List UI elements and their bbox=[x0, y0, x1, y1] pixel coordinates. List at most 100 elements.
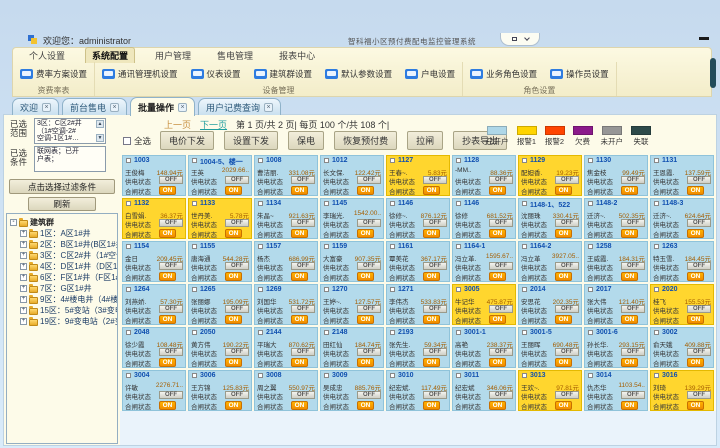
ribbon-button-0-0[interactable]: 费率方案设置 bbox=[18, 66, 89, 82]
supply-off-button[interactable]: OFF bbox=[621, 176, 645, 184]
select-all[interactable]: 全选 bbox=[123, 135, 151, 147]
card-checkbox[interactable] bbox=[258, 158, 263, 163]
expand-icon[interactable]: + bbox=[20, 263, 27, 270]
supply-off-button[interactable]: OFF bbox=[225, 219, 249, 227]
card-checkbox[interactable] bbox=[324, 330, 329, 335]
switch-on-button[interactable]: ON bbox=[357, 272, 374, 281]
restore-icon[interactable] bbox=[511, 37, 517, 41]
supply-off-button[interactable]: OFF bbox=[423, 262, 447, 270]
card-checkbox[interactable] bbox=[390, 373, 395, 378]
card-checkbox[interactable] bbox=[192, 287, 197, 292]
switch-on-button[interactable]: ON bbox=[687, 358, 704, 367]
card-checkbox[interactable] bbox=[456, 244, 461, 249]
filter-condition-button[interactable]: 点击选择过滤条件 bbox=[9, 179, 115, 194]
expand-icon[interactable]: + bbox=[20, 274, 27, 281]
supply-off-button[interactable]: OFF bbox=[291, 219, 315, 227]
tab-2[interactable]: 批量操作 × bbox=[130, 97, 196, 116]
card-checkbox[interactable] bbox=[258, 244, 263, 249]
card-checkbox[interactable] bbox=[390, 244, 395, 249]
supply-off-button[interactable]: OFF bbox=[621, 219, 645, 227]
switch-on-button[interactable]: ON bbox=[555, 186, 572, 195]
switch-on-button[interactable]: ON bbox=[687, 229, 704, 238]
collapse-icon[interactable]: - bbox=[10, 219, 17, 226]
menu-item-1[interactable]: 系统配置 bbox=[85, 47, 136, 63]
switch-on-button[interactable]: ON bbox=[357, 401, 374, 410]
expand-icon[interactable]: + bbox=[20, 230, 27, 237]
supply-off-button[interactable]: OFF bbox=[687, 391, 711, 399]
tree-item-7[interactable]: +15区：5#变站（3#变电 bbox=[7, 305, 117, 316]
menu-item-0[interactable]: 个人设置 bbox=[29, 50, 66, 61]
switch-on-button[interactable]: ON bbox=[291, 186, 308, 195]
meter-card-1129[interactable]: 1129 配妲香. 19.23元 供电状态 OFF 合闸状态 ON bbox=[518, 155, 582, 196]
meter-card-1264[interactable]: 1264 刘燕娇. 57.30元 供电状态 OFF 合闸状态 ON bbox=[122, 284, 186, 325]
meter-card-3009[interactable]: 3009 吴成忠 885.76元 供电状态 OFF 合闸状态 ON bbox=[320, 370, 384, 411]
supply-off-button[interactable]: OFF bbox=[357, 176, 381, 184]
meter-card-1128[interactable]: 1128 -MM.. 88.36元 供电状态 OFF 合闸状态 ON bbox=[452, 155, 516, 196]
switch-on-button[interactable]: ON bbox=[225, 401, 242, 410]
tab-0[interactable]: 欢迎 × bbox=[12, 98, 60, 115]
switch-on-button[interactable]: ON bbox=[687, 186, 704, 195]
meter-card-3005[interactable]: 3005 牛记华 475.87元 供电状态 OFF 合闸状态 ON bbox=[452, 284, 516, 325]
card-checkbox[interactable] bbox=[258, 287, 263, 292]
tab-1[interactable]: 前台售电 × bbox=[62, 98, 128, 115]
prev-page-link[interactable]: 上一页 bbox=[164, 120, 192, 130]
supply-off-button[interactable]: OFF bbox=[357, 391, 381, 399]
action-button-3[interactable]: 恢复预付费 bbox=[334, 131, 398, 150]
switch-on-button[interactable]: ON bbox=[357, 229, 374, 238]
supply-off-button[interactable]: OFF bbox=[423, 176, 447, 184]
meter-card-2020[interactable]: 2020 桂飞 155.53元 供电状态 OFF 合闸状态 ON bbox=[650, 284, 714, 325]
ribbon-button-1-1[interactable]: 仪表设置 bbox=[189, 66, 243, 82]
switch-on-button[interactable]: ON bbox=[291, 401, 308, 410]
card-checkbox[interactable] bbox=[522, 330, 527, 335]
selected-range-listbox[interactable]: 3区：C区2#井 （1#空调-2# 空调-1区1#… ▲ ▼ bbox=[34, 118, 106, 144]
meter-card-2144[interactable]: 2144 平瑞大 870.62元 供电状态 OFF 合闸状态 ON bbox=[254, 327, 318, 368]
meter-card-3010[interactable]: 3010 纪宏斌. 117.49元 供电状态 OFF 合闸状态 ON bbox=[386, 370, 450, 411]
switch-on-button[interactable]: ON bbox=[159, 229, 176, 238]
switch-on-button[interactable]: ON bbox=[291, 315, 308, 324]
card-checkbox[interactable] bbox=[588, 244, 593, 249]
meter-card-1148-2[interactable]: 1148-2 迁济~. 502.35元 供电状态 OFF 合闸状态 ON bbox=[584, 198, 648, 239]
supply-off-button[interactable]: OFF bbox=[423, 219, 447, 227]
next-page-link[interactable]: 下一页 bbox=[200, 120, 228, 130]
supply-off-button[interactable]: OFF bbox=[489, 305, 513, 313]
meter-card-1131[interactable]: 1131 王恩霞. 137.59元 供电状态 OFF 合闸状态 ON bbox=[650, 155, 714, 196]
switch-on-button[interactable]: ON bbox=[621, 272, 638, 281]
ribbon-button-2-0[interactable]: 业务角色设置 bbox=[468, 66, 539, 82]
supply-off-button[interactable]: OFF bbox=[225, 262, 249, 270]
card-checkbox[interactable] bbox=[522, 201, 527, 206]
meter-card-3001-6[interactable]: 3001-6 孙长华. 293.15元 供电状态 OFF 合闸状态 ON bbox=[584, 327, 648, 368]
menu-item-3[interactable]: 售电管理 bbox=[217, 50, 254, 61]
supply-off-button[interactable]: OFF bbox=[357, 219, 381, 227]
supply-off-button[interactable]: OFF bbox=[225, 176, 249, 184]
card-checkbox[interactable] bbox=[588, 158, 593, 163]
tree-item-4[interactable]: +6区：F区1#井（F区1# bbox=[7, 272, 117, 283]
card-checkbox[interactable] bbox=[390, 287, 395, 292]
meter-card-1164-1[interactable]: 1164-1 冯立革. 1595.67.. 供电状态 OFF 合闸状态 ON bbox=[452, 241, 516, 282]
card-checkbox[interactable] bbox=[324, 373, 329, 378]
card-checkbox[interactable] bbox=[654, 244, 659, 249]
supply-off-button[interactable]: OFF bbox=[159, 305, 183, 313]
switch-on-button[interactable]: ON bbox=[423, 358, 440, 367]
meter-card-1148-1、522[interactable]: 1148-1、522 沈丽珠 330.41元 供电状态 OFF 合闸状态 ON bbox=[518, 198, 582, 239]
meter-card-1270[interactable]: 1270 王婷~. 127.57元 供电状态 OFF 合闸状态 ON bbox=[320, 284, 384, 325]
ribbon-button-1-4[interactable]: 户电设置 bbox=[403, 66, 457, 82]
card-checkbox[interactable] bbox=[456, 373, 461, 378]
switch-on-button[interactable]: ON bbox=[555, 229, 572, 238]
meter-card-2050[interactable]: 2050 黄方伟 190.22元 供电状态 OFF 合闸状态 ON bbox=[188, 327, 252, 368]
supply-off-button[interactable]: OFF bbox=[687, 219, 711, 227]
meter-card-3001-5[interactable]: 3001-5 王丽晖 690.48元 供电状态 OFF 合闸状态 ON bbox=[518, 327, 582, 368]
supply-off-button[interactable]: OFF bbox=[225, 305, 249, 313]
ribbon-notch-control[interactable] bbox=[500, 33, 540, 46]
supply-off-button[interactable]: OFF bbox=[291, 348, 315, 356]
supply-off-button[interactable]: OFF bbox=[555, 176, 579, 184]
tab-3[interactable]: 用户记费查询 × bbox=[198, 98, 282, 115]
supply-off-button[interactable]: OFF bbox=[357, 305, 381, 313]
switch-on-button[interactable]: ON bbox=[555, 315, 572, 324]
switch-on-button[interactable]: ON bbox=[621, 401, 638, 410]
card-checkbox[interactable] bbox=[456, 158, 461, 163]
expand-icon[interactable]: + bbox=[20, 307, 27, 314]
meter-card-2193[interactable]: 2193 张先生. 59.34元 供电状态 OFF 合闸状态 ON bbox=[386, 327, 450, 368]
switch-on-button[interactable]: ON bbox=[687, 272, 704, 281]
switch-on-button[interactable]: ON bbox=[159, 272, 176, 281]
meter-card-1269[interactable]: 1269 刘国华 531.72元 供电状态 OFF 合闸状态 ON bbox=[254, 284, 318, 325]
